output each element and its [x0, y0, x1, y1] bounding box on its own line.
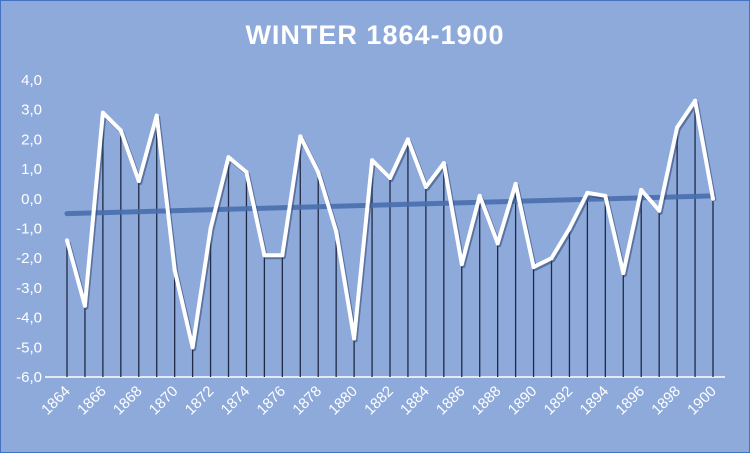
data-point [388, 176, 392, 181]
y-tick-label: 1,0 [21, 161, 42, 178]
x-tick-label: 1884 [397, 383, 433, 419]
data-point [136, 178, 141, 183]
data-point [352, 336, 357, 341]
x-tick-label: 1870 [146, 383, 182, 419]
x-tick-label: 1878 [289, 383, 325, 419]
data-point [298, 134, 303, 139]
x-tick-label: 1882 [361, 383, 397, 419]
y-tick-label: -1,0 [16, 221, 42, 238]
data-point [657, 208, 662, 213]
data-point [711, 196, 715, 201]
data-point [477, 193, 482, 198]
data-point [65, 238, 69, 243]
x-tick-label: 1874 [218, 383, 254, 419]
data-point [531, 265, 536, 270]
data-point [495, 241, 500, 246]
x-tick-label: 1900 [684, 383, 720, 419]
x-tick-label: 1886 [433, 383, 469, 419]
y-tick-label: 4,0 [21, 72, 42, 89]
x-tick-label: 1880 [325, 383, 361, 419]
x-tick-label: 1888 [469, 383, 505, 419]
data-point [334, 229, 339, 234]
x-tick-label: 1896 [612, 383, 648, 419]
y-tick-label: -2,0 [16, 250, 42, 267]
data-point [190, 345, 195, 350]
data-point [585, 190, 590, 195]
data-point [280, 253, 285, 258]
x-tick-label: 1866 [74, 383, 110, 419]
y-tick-label: -5,0 [16, 339, 42, 356]
data-point [100, 110, 105, 115]
x-tick-label: 1868 [110, 383, 146, 419]
data-point [172, 268, 177, 273]
data-point [423, 184, 428, 189]
data-point [603, 193, 608, 198]
data-point [82, 303, 87, 308]
data-point [441, 161, 446, 166]
y-tick-label: -4,0 [16, 310, 42, 327]
series-line-shadow [66, 100, 717, 352]
data-point [621, 271, 626, 276]
x-tick-label: 1864 [38, 383, 74, 419]
data-point [459, 262, 464, 267]
y-tick-label: 2,0 [21, 131, 42, 148]
data-point [513, 181, 518, 186]
x-tick-label: 1892 [541, 383, 577, 419]
data-point [244, 170, 249, 175]
data-point [316, 170, 321, 175]
data-point [370, 158, 375, 163]
chart-title: WINTER 1864-1900 [245, 20, 505, 50]
x-tick-label: 1898 [648, 383, 684, 419]
x-tick-label: 1894 [577, 383, 613, 419]
x-tick-label: 1890 [505, 383, 541, 419]
data-point [118, 128, 123, 133]
data-point [567, 226, 572, 231]
y-tick-label: 3,0 [21, 102, 42, 119]
data-point [226, 155, 231, 160]
data-point [154, 113, 159, 118]
y-tick-label: -3,0 [16, 280, 42, 297]
x-tick-label: 1872 [182, 383, 218, 419]
data-point [693, 98, 698, 103]
data-point [405, 137, 410, 142]
data-point [208, 226, 213, 231]
y-tick-label: -6,0 [16, 369, 42, 386]
x-tick-label: 1876 [254, 383, 290, 419]
data-point [675, 125, 680, 130]
data-point [262, 253, 267, 258]
data-point [639, 187, 644, 192]
data-point [549, 256, 554, 261]
y-tick-label: 0,0 [21, 191, 42, 208]
